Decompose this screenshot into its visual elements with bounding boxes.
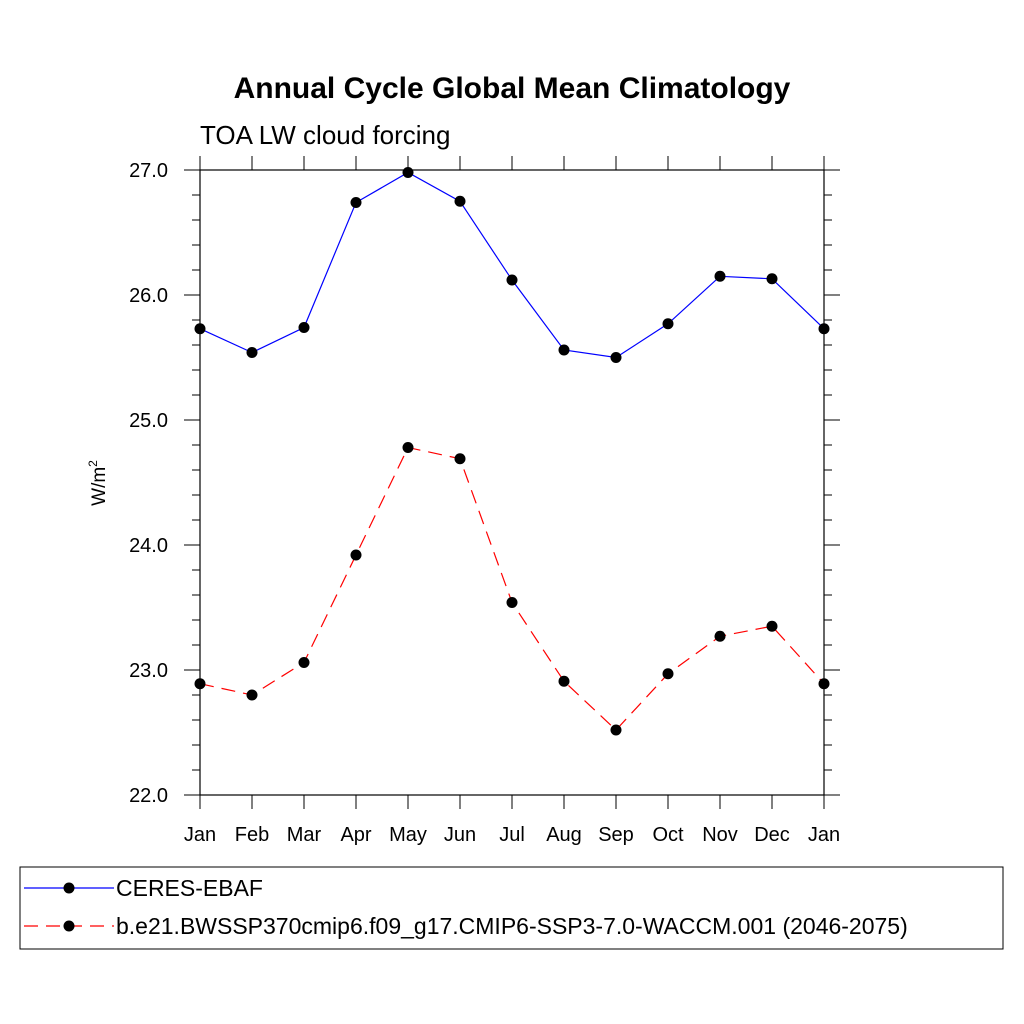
data-point-series-2 bbox=[402, 442, 414, 453]
y-tick-label: 22.0 bbox=[129, 785, 168, 807]
x-tick-label: Apr bbox=[340, 824, 371, 846]
data-point-series-1 bbox=[506, 274, 518, 286]
data-point-series-2 bbox=[714, 630, 726, 642]
chart-title: Annual Cycle Global Mean Climatology bbox=[234, 72, 791, 105]
x-tick-label: Nov bbox=[702, 824, 738, 846]
data-point-series-2 bbox=[766, 620, 778, 632]
data-point-series-1 bbox=[298, 322, 310, 333]
y-axis-label-text: W/m bbox=[89, 467, 110, 506]
legend-marker-2 bbox=[63, 920, 75, 932]
x-tick-label: Feb bbox=[235, 824, 269, 846]
x-tick-label: Oct bbox=[652, 824, 684, 846]
data-point-series-1 bbox=[402, 167, 414, 178]
data-point-series-2 bbox=[246, 689, 258, 701]
legend-label-2: b.e21.BWSSP370cmip6.f09_g17.CMIP6-SSP3-7… bbox=[116, 913, 908, 939]
y-tick-label: 27.0 bbox=[129, 160, 168, 182]
data-point-series-1 bbox=[350, 197, 362, 208]
data-point-series-2 bbox=[454, 453, 466, 465]
data-point-series-2 bbox=[662, 668, 674, 680]
data-point-series-1 bbox=[610, 352, 622, 363]
data-point-series-1 bbox=[714, 270, 726, 282]
y-tick-label: 23.0 bbox=[129, 660, 168, 682]
data-point-series-2 bbox=[610, 724, 622, 736]
data-point-series-1 bbox=[766, 273, 778, 285]
y-tick-label: 25.0 bbox=[129, 410, 168, 432]
data-point-series-2 bbox=[350, 549, 362, 561]
data-point-series-1 bbox=[558, 344, 570, 356]
chart-subtitle: TOA LW cloud forcing bbox=[200, 120, 450, 150]
x-tick-label: Sep bbox=[598, 824, 634, 846]
data-point-series-2 bbox=[506, 597, 518, 608]
legend: CERES-EBAF b.e21.BWSSP370cmip6.f09_g17.CM… bbox=[24, 875, 908, 939]
data-point-series-2 bbox=[194, 678, 206, 690]
legend-box bbox=[19, 866, 1004, 950]
y-axis-label-superscript: 2 bbox=[86, 460, 100, 467]
plot-frame bbox=[199, 169, 825, 796]
x-tick-label: Jan bbox=[808, 824, 840, 846]
data-point-series-1 bbox=[194, 323, 206, 335]
data-point-series-2 bbox=[558, 675, 570, 687]
data-point-series-1 bbox=[246, 347, 258, 358]
x-tick-label: Jul bbox=[499, 824, 525, 846]
x-tick-label: Jan bbox=[184, 824, 216, 846]
x-tick-label: Aug bbox=[546, 824, 582, 846]
series-layer bbox=[194, 167, 830, 736]
data-point-series-2 bbox=[298, 657, 310, 668]
data-point-series-1 bbox=[818, 323, 830, 335]
legend-label-1: CERES-EBAF bbox=[116, 875, 263, 901]
series-line-1 bbox=[199, 171, 825, 359]
x-tick-label: May bbox=[389, 824, 427, 846]
tick-labels: Jan Feb Mar Apr May Jun Jul Aug Sep Oct Nov Dec Jan 2… bbox=[129, 160, 840, 846]
y-axis-label: W/m2 bbox=[86, 460, 110, 506]
legend-marker-1 bbox=[63, 882, 75, 894]
data-point-series-1 bbox=[662, 318, 674, 330]
x-tick-label: Dec bbox=[754, 824, 790, 846]
data-point-series-1 bbox=[454, 195, 466, 207]
series-line-2 bbox=[199, 446, 825, 731]
y-tick-label: 26.0 bbox=[129, 285, 168, 307]
y-tick-label: 24.0 bbox=[129, 535, 168, 557]
x-tick-label: Jun bbox=[444, 824, 476, 846]
data-point-series-2 bbox=[818, 678, 830, 690]
axis-ticks bbox=[184, 156, 840, 809]
x-tick-label: Mar bbox=[287, 824, 322, 846]
